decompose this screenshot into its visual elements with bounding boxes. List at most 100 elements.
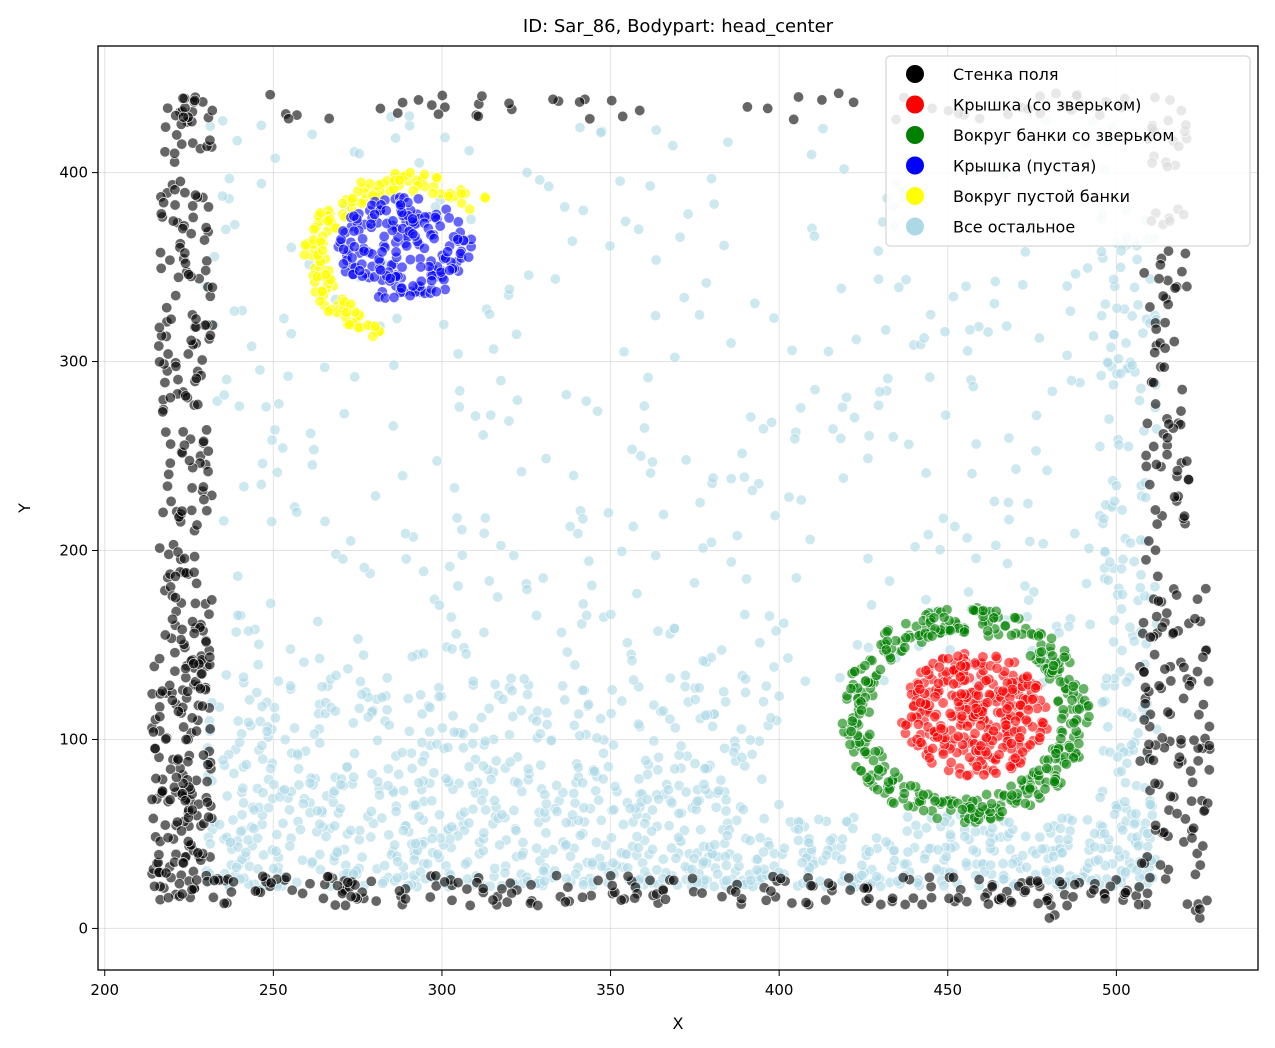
data-point bbox=[439, 131, 451, 143]
data-point bbox=[412, 94, 425, 106]
data-point bbox=[521, 688, 534, 701]
data-point bbox=[271, 466, 283, 478]
data-point bbox=[538, 875, 551, 887]
data-point bbox=[220, 669, 232, 681]
data-point bbox=[622, 870, 634, 882]
data-point bbox=[1143, 535, 1155, 547]
data-point bbox=[699, 763, 711, 775]
data-point bbox=[179, 247, 191, 259]
data-point bbox=[754, 832, 766, 844]
data-point bbox=[607, 739, 619, 751]
data-point bbox=[347, 192, 359, 205]
data-point bbox=[753, 478, 765, 490]
data-point bbox=[1151, 611, 1163, 623]
data-point bbox=[1152, 595, 1164, 607]
data-point bbox=[515, 704, 527, 717]
data-point bbox=[356, 197, 368, 209]
data-point bbox=[306, 128, 318, 140]
data-point bbox=[353, 702, 365, 714]
data-point bbox=[664, 672, 676, 684]
data-point bbox=[920, 467, 932, 479]
data-point bbox=[404, 120, 416, 132]
data-point bbox=[922, 529, 934, 541]
data-point bbox=[1137, 327, 1149, 339]
data-point bbox=[1048, 775, 1060, 788]
data-point bbox=[1067, 680, 1079, 692]
data-point bbox=[707, 472, 719, 484]
data-point bbox=[234, 736, 246, 748]
data-point bbox=[1181, 280, 1193, 293]
data-point bbox=[463, 251, 475, 263]
data-point bbox=[390, 805, 402, 818]
data-point bbox=[1033, 332, 1045, 344]
data-point bbox=[200, 264, 212, 277]
data-point bbox=[1029, 682, 1042, 694]
data-point bbox=[433, 809, 446, 821]
data-point bbox=[1066, 694, 1078, 706]
data-point bbox=[856, 859, 868, 871]
data-point bbox=[1132, 840, 1144, 852]
data-point bbox=[932, 677, 944, 689]
data-point bbox=[621, 637, 633, 649]
data-point bbox=[311, 805, 323, 817]
data-point bbox=[985, 859, 997, 871]
data-point bbox=[266, 434, 278, 446]
data-point bbox=[476, 794, 488, 806]
data-point bbox=[926, 630, 938, 642]
data-point bbox=[376, 691, 388, 703]
data-point bbox=[1186, 832, 1198, 844]
data-point bbox=[796, 857, 808, 869]
data-point bbox=[284, 840, 296, 852]
data-point bbox=[495, 375, 507, 387]
data-point bbox=[297, 887, 309, 899]
data-point bbox=[260, 401, 272, 413]
data-point bbox=[1144, 301, 1156, 313]
data-point bbox=[1046, 650, 1059, 662]
data-point bbox=[559, 896, 571, 908]
data-point bbox=[1041, 464, 1053, 477]
data-point bbox=[925, 881, 937, 893]
data-point bbox=[920, 665, 932, 677]
data-point bbox=[185, 228, 197, 240]
data-point bbox=[1144, 798, 1156, 810]
data-point bbox=[1009, 612, 1021, 624]
data-point bbox=[760, 894, 772, 906]
data-point bbox=[1150, 819, 1162, 831]
data-point bbox=[688, 577, 701, 589]
data-point bbox=[521, 166, 533, 179]
data-point bbox=[1188, 734, 1200, 746]
y-tick-label: 0 bbox=[78, 919, 88, 937]
data-point bbox=[668, 874, 680, 886]
data-point bbox=[972, 689, 984, 702]
data-point bbox=[954, 671, 966, 683]
data-point bbox=[293, 763, 305, 775]
data-point bbox=[1053, 863, 1066, 875]
data-point bbox=[243, 694, 256, 706]
data-point bbox=[448, 726, 460, 738]
data-point bbox=[803, 837, 815, 849]
data-point bbox=[1194, 903, 1206, 915]
data-point bbox=[178, 721, 190, 733]
data-point bbox=[189, 94, 201, 106]
data-point bbox=[862, 452, 874, 464]
data-point bbox=[406, 762, 418, 775]
data-point bbox=[1096, 310, 1108, 322]
data-point bbox=[893, 281, 905, 293]
data-point bbox=[261, 725, 273, 737]
data-point bbox=[268, 862, 280, 875]
data-point bbox=[1179, 247, 1191, 260]
data-point bbox=[362, 711, 374, 723]
data-point bbox=[418, 242, 430, 254]
data-point bbox=[320, 830, 332, 843]
data-point bbox=[720, 696, 732, 708]
data-point bbox=[680, 454, 692, 466]
data-point bbox=[813, 813, 825, 825]
data-point bbox=[232, 570, 244, 582]
data-point bbox=[990, 767, 1002, 779]
data-point bbox=[652, 764, 664, 776]
data-point bbox=[443, 212, 455, 224]
data-point bbox=[1175, 405, 1187, 417]
data-point bbox=[847, 822, 859, 834]
data-point bbox=[590, 785, 602, 797]
legend-box bbox=[885, 55, 1251, 247]
